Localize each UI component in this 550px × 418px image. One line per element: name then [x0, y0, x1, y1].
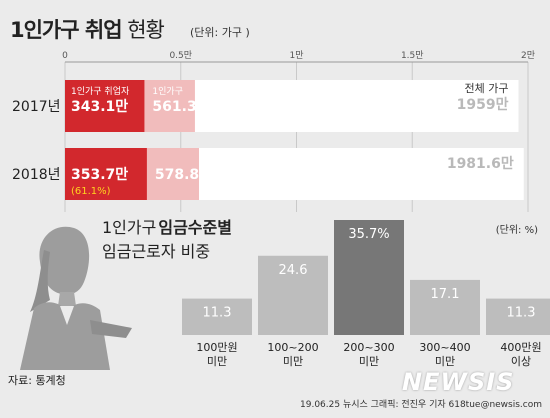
wage-chart-title-part1: 1인가구: [102, 218, 156, 237]
source-label: 자료: 통계청: [8, 374, 66, 387]
x-tick-label: 2만: [521, 50, 535, 61]
single-households-value-label: 578.8만: [155, 167, 212, 183]
unit-label: (단위: 가구 ): [190, 26, 250, 39]
wage-bar-value-label: 17.1: [431, 287, 460, 302]
wage-bar: [182, 298, 252, 335]
wage-category-label: 이상: [511, 355, 531, 368]
wage-chart-title-part2: 임금수준별: [158, 218, 232, 237]
total-value-label: 1959만: [457, 97, 509, 113]
wage-category-label: 미만: [359, 355, 379, 368]
wage-chart-subtitle: 임금근로자 비중: [102, 242, 210, 261]
woman-silhouette-illustration: [20, 226, 132, 370]
wage-category-label: 100~200: [267, 341, 318, 354]
category-label: 2018년: [12, 167, 61, 183]
wage-bar-value-label: 35.7%: [348, 227, 389, 242]
page-title: 1인가구 취업 현황: [10, 18, 165, 42]
wage-bar: [410, 279, 480, 335]
employed-value-label: 353.7만: [71, 167, 128, 183]
credit-label: 19.06.25 뉴시스 그래픽: 전진우 기자 618tue@newsis.c…: [300, 400, 543, 410]
wage-category-label: 200~300: [343, 341, 394, 354]
wage-bar-value-label: 11.3: [203, 306, 232, 321]
x-tick-label: 1.5만: [401, 50, 424, 61]
total-value-label: 1981.6만: [447, 156, 514, 172]
wage-category-label: 미만: [207, 355, 227, 368]
wage-category-label: 300~400: [419, 341, 470, 354]
wage-category-label: 100만원: [196, 341, 237, 354]
x-tick-label: 1만: [289, 50, 303, 61]
wage-category-label: 미만: [283, 355, 303, 368]
category-label: 2017년: [12, 99, 61, 115]
x-tick-label: 0: [62, 51, 68, 61]
single-households-value-label: 561.3만: [152, 99, 209, 115]
series-name-employed: 1인가구 취업자: [71, 86, 130, 97]
wage-bar: [258, 255, 328, 335]
wage-bar-value-label: 24.6: [279, 263, 308, 278]
wage-bar-value-label: 11.3: [507, 306, 536, 321]
series-name-total: 전체 가구: [465, 82, 509, 95]
wage-bar: [486, 298, 550, 335]
employed-share-annotation: (61.1%): [71, 186, 111, 197]
wage-category-label: 미만: [435, 355, 455, 368]
wage-unit-label: (단위: %): [496, 223, 538, 236]
wage-category-label: 400만원: [500, 341, 541, 354]
bar-single-employed: [65, 80, 145, 132]
newsis-logo: NEWSIS: [402, 368, 515, 396]
employed-value-label: 343.1만: [71, 99, 128, 115]
bar-single-employed: [65, 148, 147, 200]
x-tick-label: 0.5만: [169, 50, 192, 61]
series-name-single: 1인가구: [152, 86, 183, 97]
wage-bar: [334, 220, 404, 335]
